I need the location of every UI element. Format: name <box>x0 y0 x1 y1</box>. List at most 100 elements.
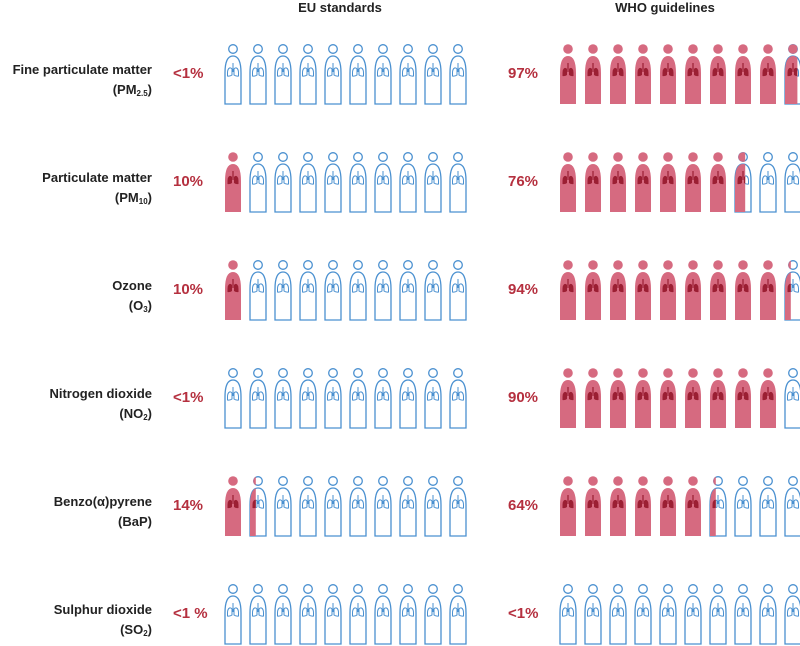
who-person-icon <box>660 44 676 104</box>
who-person-icon <box>734 476 752 537</box>
who-percent-label: <1% <box>508 605 539 622</box>
eu-person-icon <box>274 152 292 213</box>
who-person-icon <box>585 476 601 536</box>
who-person-icon <box>610 368 626 428</box>
who-person-icon <box>610 260 626 320</box>
pollutant-formula: (PM2.5) <box>112 82 152 98</box>
who-person-icon <box>759 584 777 645</box>
who-person-icon <box>660 476 676 536</box>
eu-person-icon <box>399 44 417 105</box>
eu-person-icon <box>225 260 241 320</box>
eu-person-icon <box>349 260 367 321</box>
row-label: Benzo(α)pyrene (BaP) <box>0 492 152 532</box>
who-person-icon <box>635 260 651 320</box>
eu-person-icon <box>249 584 267 645</box>
eu-person-icon <box>399 260 417 321</box>
who-person-icon <box>759 152 777 213</box>
who-person-icon <box>759 476 777 537</box>
eu-person-icon <box>249 152 267 213</box>
eu-person-icon <box>274 368 292 429</box>
eu-person-icon <box>274 584 292 645</box>
eu-person-icon <box>424 584 442 645</box>
eu-person-icon <box>374 368 392 429</box>
who-person-icon <box>610 44 626 104</box>
who-person-icon <box>710 44 726 104</box>
pollutant-formula: (NO2) <box>119 406 152 422</box>
eu-percent-label: <1 % <box>173 605 208 622</box>
pollutant-name: Sulphur dioxide <box>53 602 152 617</box>
who-person-icon <box>560 476 576 536</box>
eu-person-icon <box>399 584 417 645</box>
eu-person-icon <box>224 584 242 645</box>
who-person-icon <box>784 584 800 645</box>
eu-person-icon <box>349 152 367 213</box>
who-person-icon <box>710 152 726 212</box>
eu-person-icon <box>374 584 392 645</box>
who-person-icon <box>685 476 701 536</box>
eu-person-icon <box>224 368 242 429</box>
who-person-icon <box>735 260 751 320</box>
eu-person-icon <box>349 368 367 429</box>
eu-person-icon <box>324 44 342 105</box>
eu-person-icon <box>399 368 417 429</box>
eu-person-icon <box>249 260 267 321</box>
eu-person-icon <box>324 476 342 537</box>
eu-person-icon <box>274 476 292 537</box>
eu-person-icon <box>424 152 442 213</box>
who-person-icon <box>560 44 576 104</box>
who-person-icon <box>610 152 626 212</box>
who-person-icon <box>660 152 676 212</box>
who-person-icon <box>660 260 676 320</box>
eu-person-icon <box>449 584 467 645</box>
who-person-icon <box>635 44 651 104</box>
eu-person-icon <box>324 152 342 213</box>
column-header-who: WHO guidelines <box>615 0 715 15</box>
pollutant-formula: (PM10) <box>114 190 152 206</box>
eu-person-icon <box>374 476 392 537</box>
who-person-icon <box>684 584 702 645</box>
who-person-icon <box>659 584 677 645</box>
who-person-icon <box>710 260 726 320</box>
who-person-icon <box>560 152 576 212</box>
eu-person-icon <box>449 368 467 429</box>
who-person-icon <box>784 476 800 537</box>
who-person-icon <box>585 44 601 104</box>
who-person-icon <box>584 584 602 645</box>
eu-person-icon <box>249 476 267 537</box>
who-person-icon <box>735 368 751 428</box>
eu-person-icon <box>374 152 392 213</box>
who-person-icon <box>760 368 776 428</box>
who-percent-label: 76% <box>508 173 539 190</box>
pollutant-name: Ozone <box>112 278 152 293</box>
eu-person-icon <box>449 152 467 213</box>
who-person-icon <box>710 368 726 428</box>
eu-person-icon <box>225 476 241 536</box>
eu-person-icon <box>349 584 367 645</box>
eu-person-icon <box>299 584 317 645</box>
who-percent-label: 90% <box>508 389 539 406</box>
pollutant-name: Fine particulate matter <box>12 62 152 77</box>
eu-person-icon <box>299 44 317 105</box>
who-person-icon <box>709 476 727 537</box>
pollutant-name: Particulate matter <box>42 170 152 185</box>
eu-person-icon <box>299 260 317 321</box>
eu-person-icon <box>399 476 417 537</box>
pollutant-name: Benzo(α)pyrene <box>53 494 152 509</box>
eu-person-icon <box>424 260 442 321</box>
eu-person-icon <box>224 44 242 105</box>
eu-percent-label: 14% <box>173 497 204 514</box>
who-percent-label: 94% <box>508 281 539 298</box>
eu-person-icon <box>324 584 342 645</box>
eu-person-icon <box>299 368 317 429</box>
who-person-icon <box>560 368 576 428</box>
row-label: Particulate matter (PM10) <box>0 168 152 208</box>
eu-person-icon <box>424 476 442 537</box>
who-person-icon <box>784 260 800 321</box>
who-person-icon <box>784 44 800 105</box>
who-person-icon <box>635 476 651 536</box>
eu-percent-label: <1% <box>173 389 204 406</box>
who-person-icon <box>585 152 601 212</box>
eu-person-icon <box>324 368 342 429</box>
who-person-icon <box>609 584 627 645</box>
who-percent-label: 97% <box>508 65 539 82</box>
